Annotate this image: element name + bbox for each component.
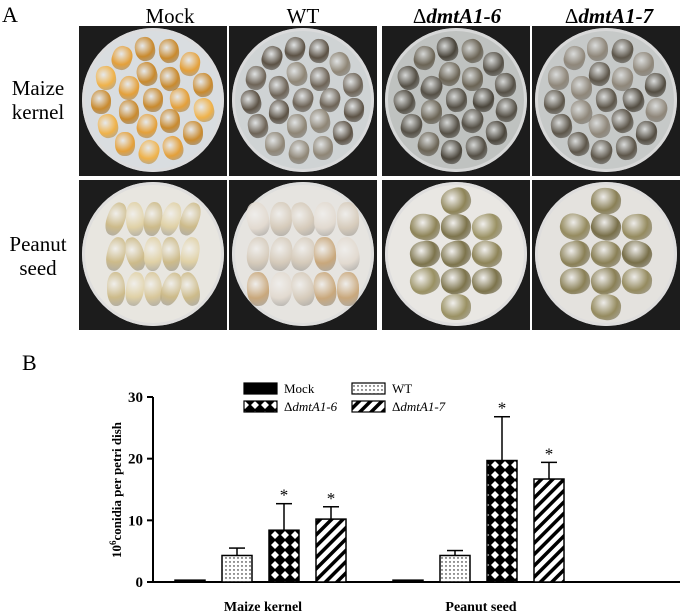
maize-kernel — [632, 51, 654, 76]
legend-label: ΔdmtA1-7 — [392, 399, 446, 414]
maize-kernel — [482, 51, 504, 76]
y-tick-label: 30 — [128, 390, 143, 406]
panel-a-label: A — [2, 2, 18, 27]
bar--dmta1-6 — [486, 459, 518, 583]
petri-dish-photo-wt-peanut — [229, 180, 377, 330]
y-tick-label: 20 — [128, 452, 143, 468]
bar--dmta1-7 — [533, 478, 565, 583]
x-category-label: Maize kernel — [224, 600, 302, 614]
bar-mock — [392, 579, 424, 583]
bar-wt — [439, 554, 471, 583]
petri-dish-photo-mock-maize — [79, 26, 227, 176]
petri-dish-rim — [232, 182, 374, 326]
row-header-peanut-seed: Peanut seed — [9, 232, 67, 280]
petri-dish-photo-mock-peanut — [79, 180, 227, 330]
petri-dish-photo-mut6-maize — [382, 26, 530, 176]
significance-asterisk: * — [327, 489, 336, 508]
petri-dish-rim — [232, 28, 374, 172]
petri-dish-photo-mut7-maize — [532, 26, 680, 176]
legend-label: WT — [392, 381, 412, 396]
petri-dish-rim — [535, 182, 677, 326]
legend-swatch — [351, 382, 386, 395]
petri-dish-rim — [535, 28, 677, 172]
y-tick-label: 0 — [136, 575, 144, 591]
column-header-wt: WT — [286, 4, 320, 28]
petri-dish-photo-mut6-peanut — [382, 180, 530, 330]
legend-label: Mock — [284, 381, 315, 396]
column-header-dmta1-6: ΔdmtA1-6 — [412, 4, 502, 28]
petri-dish-rim — [82, 28, 224, 172]
legend-swatch — [243, 400, 278, 413]
bar--dmta1-7 — [315, 518, 347, 583]
bar-wt — [221, 554, 253, 583]
maize-kernel — [159, 109, 180, 134]
significance-asterisk: * — [545, 444, 554, 463]
significance-asterisk: * — [280, 486, 289, 505]
y-axis-label: 106conidia per petri dish — [108, 421, 124, 558]
maize-kernel — [313, 135, 334, 160]
petri-dish-photo-wt-maize — [229, 26, 377, 176]
significance-asterisk: * — [498, 399, 507, 418]
legend-label: ΔdmtA1-6 — [284, 399, 338, 414]
petri-dish-photo-mut7-peanut — [532, 180, 680, 330]
x-category-label: Peanut seed — [445, 600, 516, 614]
legend-swatch — [243, 382, 278, 395]
petri-dish-photo-grid — [79, 26, 685, 331]
y-tick-label: 10 — [128, 513, 143, 529]
legend-swatch — [351, 400, 386, 413]
peanut-seed — [336, 271, 359, 306]
bar--dmta1-6 — [268, 529, 300, 583]
petri-dish-rim — [385, 182, 527, 326]
peanut-seed — [441, 294, 471, 321]
column-header-mock: Mock — [145, 4, 195, 28]
petri-dish-rim — [82, 182, 224, 326]
panel-b-label: B — [22, 350, 37, 375]
column-header-dmta1-7: ΔdmtA1-7 — [564, 4, 654, 28]
row-header-maize-kernel: Maize kernel — [11, 76, 65, 124]
petri-dish-rim — [385, 28, 527, 172]
bar-mock — [174, 579, 206, 583]
